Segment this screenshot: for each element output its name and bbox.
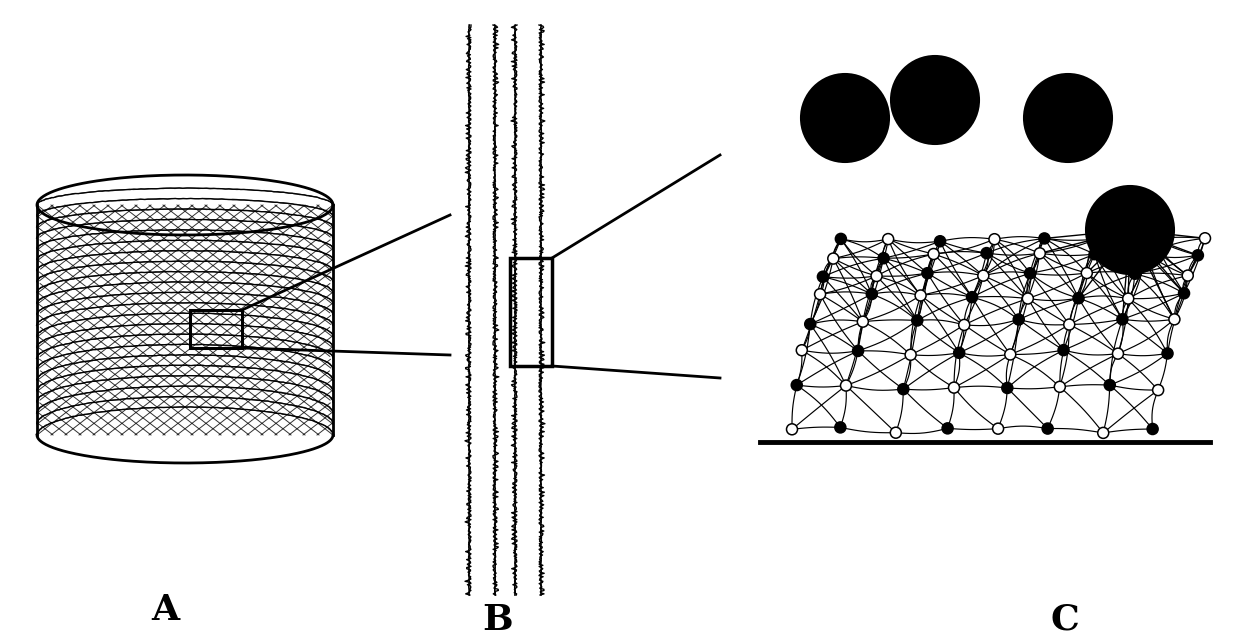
Circle shape: [905, 349, 916, 360]
Circle shape: [1024, 268, 1035, 279]
Circle shape: [1199, 233, 1210, 244]
Circle shape: [1034, 248, 1045, 259]
Circle shape: [981, 248, 992, 259]
Circle shape: [1004, 349, 1016, 360]
Circle shape: [817, 271, 828, 282]
Circle shape: [841, 380, 852, 391]
Text: A: A: [151, 593, 179, 627]
Circle shape: [923, 268, 932, 279]
Circle shape: [1162, 348, 1173, 359]
Circle shape: [1081, 268, 1092, 279]
Circle shape: [892, 56, 980, 144]
Text: B: B: [482, 603, 513, 637]
Text: C: C: [1050, 603, 1079, 637]
Circle shape: [836, 234, 847, 245]
Circle shape: [1086, 186, 1174, 274]
Circle shape: [805, 318, 816, 329]
Circle shape: [935, 236, 946, 247]
Circle shape: [942, 423, 954, 434]
Circle shape: [1153, 385, 1163, 395]
Circle shape: [1147, 233, 1158, 244]
Circle shape: [1064, 319, 1075, 330]
Circle shape: [835, 422, 846, 433]
Circle shape: [911, 315, 923, 326]
Circle shape: [1112, 348, 1123, 359]
Circle shape: [1122, 293, 1133, 304]
Circle shape: [978, 270, 988, 281]
Circle shape: [786, 424, 797, 435]
Circle shape: [966, 291, 977, 302]
Circle shape: [878, 253, 889, 264]
Circle shape: [828, 253, 838, 264]
Circle shape: [959, 320, 970, 331]
Circle shape: [796, 345, 807, 356]
Circle shape: [990, 234, 999, 245]
Circle shape: [1117, 314, 1128, 325]
Bar: [510, 258, 552, 366]
Circle shape: [1182, 270, 1193, 281]
Circle shape: [1178, 288, 1189, 299]
Circle shape: [1130, 268, 1141, 279]
Circle shape: [801, 74, 889, 162]
Circle shape: [1013, 314, 1024, 325]
Circle shape: [1054, 381, 1065, 392]
Circle shape: [890, 427, 901, 438]
Bar: [190, 310, 242, 348]
Circle shape: [1024, 74, 1112, 162]
Circle shape: [1147, 424, 1158, 435]
Circle shape: [857, 316, 868, 327]
Circle shape: [883, 234, 894, 245]
Circle shape: [867, 288, 877, 299]
Circle shape: [1141, 248, 1152, 259]
Circle shape: [1091, 234, 1102, 245]
Circle shape: [1042, 423, 1053, 434]
Circle shape: [1073, 293, 1084, 304]
Circle shape: [1169, 314, 1180, 325]
Circle shape: [898, 384, 909, 395]
Circle shape: [1039, 233, 1050, 244]
Circle shape: [992, 423, 1003, 434]
Circle shape: [1022, 293, 1033, 304]
Circle shape: [1058, 345, 1069, 356]
Circle shape: [791, 379, 802, 390]
Circle shape: [870, 270, 882, 281]
Circle shape: [1097, 428, 1109, 438]
Circle shape: [949, 382, 960, 393]
Circle shape: [1002, 383, 1013, 394]
Circle shape: [928, 248, 939, 259]
Circle shape: [853, 345, 863, 356]
Circle shape: [954, 347, 965, 358]
Circle shape: [915, 290, 926, 301]
Circle shape: [1089, 248, 1100, 259]
Circle shape: [1193, 250, 1203, 261]
Circle shape: [1105, 379, 1115, 390]
Circle shape: [815, 289, 826, 300]
